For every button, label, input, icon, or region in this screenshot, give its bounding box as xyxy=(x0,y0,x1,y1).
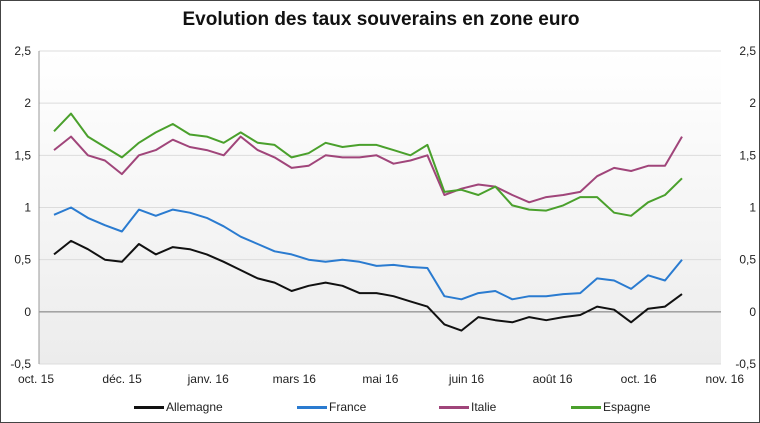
x-tick-label: août 16 xyxy=(533,372,573,386)
x-tick-label: mai 16 xyxy=(362,372,398,386)
x-tick-label: juin 16 xyxy=(448,372,485,386)
y-tick-label-right: 0 xyxy=(749,305,756,319)
legend-item: Italie xyxy=(439,400,496,414)
y-tick-label-right: 1,5 xyxy=(739,148,756,162)
legend-label: France xyxy=(329,400,367,414)
x-tick-label: nov. 16 xyxy=(706,372,745,386)
legend-label: Espagne xyxy=(603,400,651,414)
legend-item: Allemagne xyxy=(134,400,223,414)
series-line-allemagne xyxy=(53,239,683,332)
y-tick-label-right: 2 xyxy=(749,96,756,110)
x-tick-label: oct. 15 xyxy=(18,372,54,386)
y-tick-label-left: 1,5 xyxy=(14,148,31,162)
x-tick-label: déc. 15 xyxy=(102,372,142,386)
legend-swatch xyxy=(439,405,469,409)
x-tick-label: janv. 16 xyxy=(187,372,229,386)
y-tick-label-left: 2,5 xyxy=(14,44,31,58)
y-tick-label-left: 2 xyxy=(24,96,31,110)
y-tick-label-left: 1 xyxy=(24,201,31,215)
legend-swatch xyxy=(134,405,164,409)
x-tick-label: mars 16 xyxy=(273,372,317,386)
y-tick-label-right: -0,5 xyxy=(735,357,756,371)
y-tick-label-right: 1 xyxy=(749,201,756,215)
y-tick-label-right: 0,5 xyxy=(739,253,756,267)
y-tick-label-left: -0,5 xyxy=(10,357,31,371)
y-tick-label-right: 2,5 xyxy=(739,44,756,58)
legend-swatch xyxy=(297,405,327,409)
chart-title: Evolution des taux souverains en zone eu… xyxy=(182,9,580,30)
x-tick-label: oct. 16 xyxy=(621,372,657,386)
legend-item: Espagne xyxy=(571,400,650,414)
legend-label: Italie xyxy=(471,400,497,414)
y-tick-label-left: 0 xyxy=(24,305,31,319)
legend-item: France xyxy=(297,400,366,414)
series-line-italie xyxy=(53,135,683,204)
legend-swatch xyxy=(571,405,601,409)
series-line-espagne xyxy=(53,112,683,217)
legend-label: Allemagne xyxy=(166,400,223,414)
series-line-france xyxy=(53,206,683,301)
y-tick-label-left: 0,5 xyxy=(14,253,31,267)
